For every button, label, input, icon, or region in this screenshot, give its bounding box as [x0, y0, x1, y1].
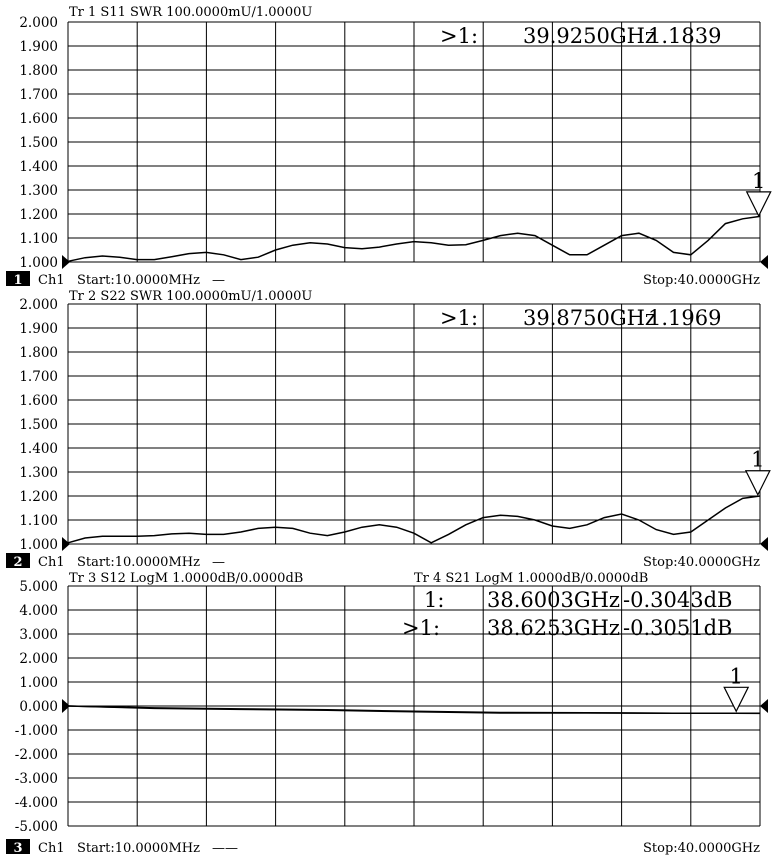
trace-panel-3: 5.000 4.000 3.000 2.000 1.000 0.000 -1.000 -2.0… — [0, 570, 774, 857]
y-tick-label: 2.000 — [19, 651, 58, 667]
y-tick-label: -2.000 — [15, 747, 58, 763]
marker-readout-frequency: 38.6253GHz — [487, 616, 620, 640]
y-tick-label: 1.500 — [19, 135, 58, 151]
marker-readout-label: >1: — [440, 24, 478, 48]
marker-readout-frequency: 39.9250GHz — [523, 24, 656, 48]
y-tick-label: 1.500 — [19, 417, 58, 433]
marker-triangle — [744, 470, 771, 497]
channel-label: Ch1 — [38, 273, 65, 288]
y-tick-label: 0.000 — [19, 699, 58, 715]
y-tick-label: 2.000 — [19, 15, 58, 31]
ref-arrow-right — [760, 699, 768, 713]
trace-legend-dash: — — [212, 273, 225, 288]
trace-header: Tr 3 S12 LogM 1.0000dB/0.0000dB — [69, 571, 303, 586]
marker-readout-frequency: 39.8750GHz — [523, 306, 656, 330]
y-tick-label: 3.000 — [19, 627, 58, 643]
y-tick-label: 1.000 — [19, 537, 58, 553]
marker-readout-value: 1.1969 — [648, 306, 721, 330]
stop-frequency: Stop:40.0000GHz — [643, 273, 760, 288]
marker-readout-label: >1: — [440, 306, 478, 330]
channel-label: Ch1 — [38, 841, 65, 856]
trace-legend-dash: —— — [212, 841, 238, 856]
trace-line-1 — [67, 215, 761, 263]
trace-plot-3: 5.000 4.000 3.000 2.000 1.000 0.000 -1.000 -2.0… — [6, 571, 768, 856]
y-tick-label: 1.200 — [19, 207, 58, 223]
ref-arrow-right — [760, 255, 768, 269]
channel-badge — [6, 271, 30, 286]
channel-badge — [6, 839, 30, 854]
y-tick-label: 1.300 — [19, 183, 58, 199]
y-tick-label: 1.900 — [19, 39, 58, 55]
channel-badge-number: 3 — [13, 841, 22, 856]
y-tick-label: 1.400 — [19, 441, 58, 457]
start-frequency: Start:10.0000MHz — [77, 841, 200, 856]
y-tick-label: 1.200 — [19, 489, 58, 505]
start-frequency: Start:10.0000MHz — [77, 555, 200, 570]
marker-number: 1 — [751, 448, 764, 472]
start-frequency: Start:10.0000MHz — [77, 273, 200, 288]
trace-line-1 — [67, 495, 761, 544]
y-tick-label: 1.400 — [19, 159, 58, 175]
ref-arrow-left — [62, 537, 70, 551]
stop-frequency: Stop:40.0000GHz — [643, 841, 760, 856]
y-tick-label: 1.700 — [19, 87, 58, 103]
y-tick-label: 1.600 — [19, 393, 58, 409]
channel-badge — [6, 553, 30, 568]
ref-arrow-right — [760, 537, 768, 551]
trace-line-2 — [67, 705, 761, 715]
y-tick-label: 1.300 — [19, 465, 58, 481]
marker-readout-value: -0.3051dB — [623, 616, 732, 640]
y-tick-label: 1.800 — [19, 63, 58, 79]
y-tick-label: 1.000 — [19, 255, 58, 271]
y-tick-label: 4.000 — [19, 603, 58, 619]
trace-header-2: Tr 4 S21 LogM 1.0000dB/0.0000dB — [414, 571, 648, 586]
y-tick-label: 5.000 — [19, 579, 58, 595]
y-tick-label: 1.800 — [19, 345, 58, 361]
y-tick-label: -5.000 — [15, 819, 58, 835]
y-tick-label: 1.600 — [19, 111, 58, 127]
channel-badge-number: 1 — [13, 273, 22, 288]
stop-frequency: Stop:40.0000GHz — [643, 555, 760, 570]
y-tick-label: -4.000 — [15, 795, 58, 811]
channel-label: Ch1 — [38, 555, 65, 570]
trace-plot-2: 2.000 1.900 1.800 1.700 1.600 1.500 1.400 1.300… — [6, 289, 771, 570]
trace-legend-dash: — — [212, 555, 225, 570]
y-tick-label: 1.900 — [19, 321, 58, 337]
ref-arrow-left — [62, 699, 70, 713]
y-tick-label: 1.000 — [19, 675, 58, 691]
trace-header: Tr 1 S11 SWR 100.0000mU/1.0000U — [69, 5, 312, 20]
marker-number: 1 — [752, 169, 765, 193]
marker-readout-value: -0.3043dB — [623, 588, 732, 612]
y-tick-label: -3.000 — [15, 771, 58, 787]
marker-triangle — [723, 686, 750, 713]
ref-arrow-left — [62, 255, 70, 269]
y-tick-label: -1.000 — [15, 723, 58, 739]
marker-readout-label: >1: — [402, 616, 440, 640]
marker-readout-frequency: 38.6003GHz — [487, 588, 620, 612]
marker-readout-label: 1: — [424, 588, 444, 612]
trace-panel-1: 2.000 1.900 1.800 1.700 1.600 1.500 1.400 1.300… — [0, 0, 774, 288]
trace-header: Tr 2 S22 SWR 100.0000mU/1.0000U — [69, 289, 312, 304]
marker-readout-value: 1.1839 — [648, 24, 721, 48]
trace-plot-1: 2.000 1.900 1.800 1.700 1.600 1.500 1.400 1.300… — [6, 5, 772, 288]
y-tick-label: 1.100 — [19, 513, 58, 529]
y-tick-label: 1.700 — [19, 369, 58, 385]
trace-panel-2: 2.000 1.900 1.800 1.700 1.600 1.500 1.400 1.300… — [0, 288, 774, 570]
marker-number: 1 — [730, 664, 743, 688]
y-tick-label: 1.100 — [19, 231, 58, 247]
marker-triangle — [745, 191, 772, 218]
channel-badge-number: 2 — [13, 555, 22, 570]
y-tick-label: 2.000 — [19, 297, 58, 313]
